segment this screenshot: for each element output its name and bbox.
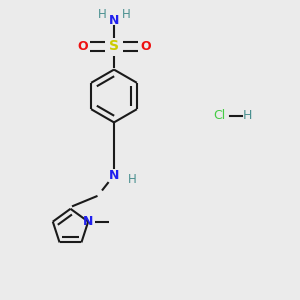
Text: H: H <box>122 8 130 21</box>
Text: H: H <box>243 109 252 122</box>
Text: N: N <box>109 169 119 182</box>
Text: N: N <box>83 215 93 228</box>
Text: S: S <box>109 40 119 53</box>
Text: H: H <box>98 8 106 21</box>
Text: Cl: Cl <box>213 109 225 122</box>
Text: H: H <box>128 173 136 187</box>
Text: N: N <box>109 14 119 28</box>
Text: O: O <box>140 40 151 53</box>
Text: O: O <box>77 40 88 53</box>
